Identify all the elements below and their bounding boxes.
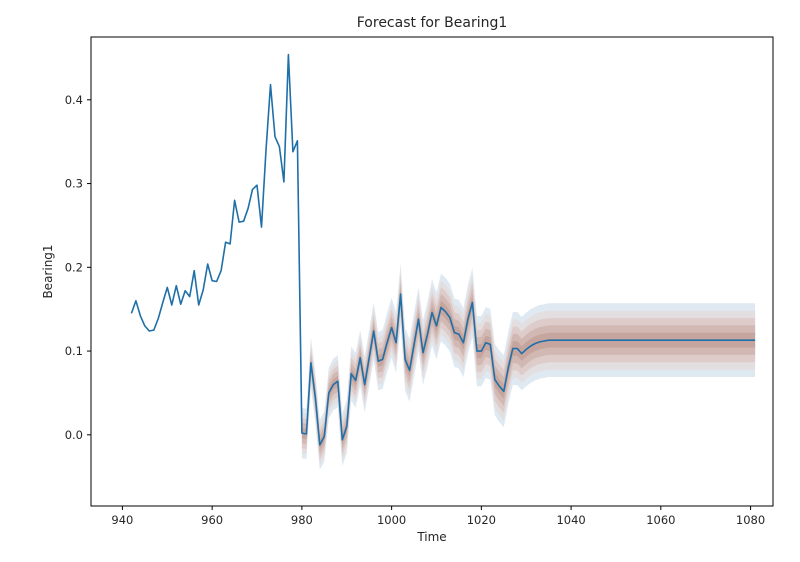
forecast-band-layer (301, 263, 756, 470)
x-ticks: 940 960 980 1000 1020 1040 1060 1080 (111, 506, 765, 527)
y-tick-label: 0.3 (65, 177, 83, 191)
chart-title: Forecast for Bearing1 (357, 15, 508, 31)
y-axis-label: Bearing1 (41, 244, 55, 298)
x-tick-label: 1060 (646, 513, 675, 527)
x-tick-label: 1080 (736, 513, 765, 527)
bearing1-series-line (130, 53, 756, 446)
x-tick-label: 1040 (556, 513, 585, 527)
x-tick-label: 980 (291, 513, 313, 527)
plot-frame (90, 36, 774, 507)
forecast-band-3 (301, 275, 756, 460)
x-tick-label: 1020 (467, 513, 496, 527)
x-tick-label: 960 (201, 513, 223, 527)
series-line-layer (130, 53, 756, 446)
y-tick-label: 0.4 (65, 93, 83, 107)
y-tick-label: 0.1 (65, 344, 83, 358)
x-tick-label: 940 (111, 513, 133, 527)
x-axis-label: Time (416, 530, 446, 544)
x-tick-label: 1000 (377, 513, 406, 527)
y-tick-label: 0.0 (65, 428, 83, 442)
y-ticks: 0.0 0.1 0.2 0.3 0.4 (65, 93, 91, 442)
y-tick-label: 0.2 (65, 260, 83, 274)
